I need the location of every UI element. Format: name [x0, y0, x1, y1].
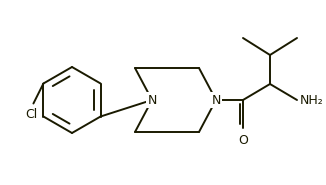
Text: NH₂: NH₂: [300, 93, 324, 107]
Text: N: N: [211, 93, 221, 107]
Text: O: O: [238, 134, 248, 147]
Text: N: N: [147, 93, 157, 107]
Text: Cl: Cl: [25, 108, 37, 122]
